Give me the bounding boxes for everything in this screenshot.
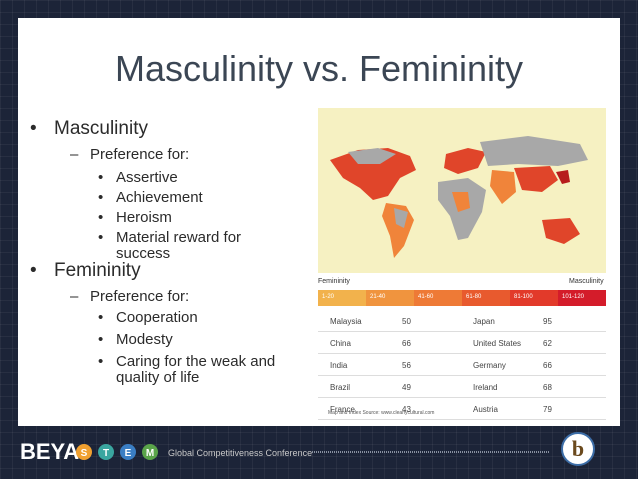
item-text: Material reward for success [116, 229, 242, 262]
item: Modesty [98, 331, 288, 349]
table-cell: Germany [473, 361, 506, 370]
table-row: India 56 Germany 66 [318, 354, 606, 376]
legend-range: 101-120 [558, 290, 606, 306]
item: Material reward for success [98, 230, 288, 262]
logo: b [572, 436, 584, 461]
table-cell: 49 [402, 383, 411, 392]
bullet-text: Masculinity [54, 118, 148, 139]
table-cell: 79 [543, 405, 552, 414]
table-row: Malaysia 50 Japan 95 [318, 310, 606, 332]
letter-badge [120, 444, 136, 460]
table-cell: Austria [473, 405, 498, 414]
letter: E [125, 448, 132, 459]
footer: BEYA S T E M Global Competitiveness Confere… [20, 432, 595, 466]
table-cell: 68 [543, 383, 552, 392]
item-text: Achievement [116, 189, 203, 206]
legend-range: 41-60 [414, 290, 462, 306]
map-shapes [330, 136, 588, 258]
legend-range-text: 81-100 [514, 294, 533, 300]
table-row: France 43 Austria 79 [318, 398, 606, 420]
bullet-text: Femininity [54, 260, 141, 281]
table-cell: 56 [402, 361, 411, 370]
table-cell: 66 [402, 339, 411, 348]
legend-range: 81-100 [510, 290, 558, 306]
letter: T [103, 448, 109, 459]
table-cell: Malaysia [330, 317, 362, 326]
slide: Masculinity vs. Femininity Masculinity Pr… [18, 18, 620, 426]
source: Map and Index Source: www.clearlycultura… [328, 410, 435, 416]
sub-bullet: Preference for: [70, 146, 189, 163]
table-cell: Japan [473, 317, 495, 326]
item: Caring for the weak and quality of life [98, 354, 288, 386]
legend-bar: 1-20 21-40 41-60 61-80 81-100 101-120 [318, 290, 606, 306]
sub-bullet-text: Preference for: [90, 288, 190, 305]
table-cell: China [330, 339, 351, 348]
world-map [318, 108, 606, 273]
table-cell: 50 [402, 317, 411, 326]
table-cell: 43 [402, 405, 411, 414]
legend-range-text: 61-80 [466, 294, 482, 300]
table-cell: Ireland [473, 383, 498, 392]
brand: BEYA [20, 439, 79, 464]
sub-bullet-text: Preference for: [90, 146, 190, 163]
table-cell: France [330, 405, 355, 414]
bullet: Femininity [30, 260, 141, 282]
letter-badge [76, 444, 92, 460]
legend-range-text: 41-60 [418, 294, 434, 300]
legend-range: 1-20 [318, 290, 366, 306]
table: Malaysia 50 Japan 95 China 66 United States 62 I… [318, 310, 606, 420]
table-cell: United States [473, 339, 522, 348]
legend-range-text: 1-20 [322, 294, 335, 300]
table-row: Brazil 49 Ireland 68 [318, 376, 606, 398]
table-cell: 66 [543, 361, 552, 370]
letter: M [146, 448, 154, 459]
item-text: Cooperation [116, 309, 198, 326]
item: Cooperation [98, 309, 288, 327]
sub-bullet: Preference for: [70, 288, 189, 305]
table-cell: Brazil [330, 383, 351, 392]
item: Assertive [98, 169, 288, 187]
item-text: Caring for the weak and quality of life [116, 353, 276, 386]
title: Masculinity vs. Femininity [114, 48, 524, 89]
letter-badge [98, 444, 114, 460]
table-row: China 66 United States 62 [318, 332, 606, 354]
conference: Global Competitiveness Conference [168, 448, 312, 458]
table-cell: 62 [543, 339, 552, 348]
legend-range-text: 101-120 [562, 294, 585, 300]
letter-badge [142, 444, 158, 460]
legend-right: Masculinity [569, 278, 604, 285]
legend-range: 21-40 [366, 290, 414, 306]
bullet: Masculinity [30, 118, 148, 140]
table-cell: 95 [543, 317, 552, 326]
legend-range-text: 21-40 [370, 294, 386, 300]
legend-range: 61-80 [462, 290, 510, 306]
item-text: Modesty [116, 331, 173, 348]
letter: S [81, 448, 88, 459]
legend-left: Femininity [318, 278, 350, 285]
item: Achievement [98, 189, 288, 207]
item: Heroism [98, 209, 288, 227]
item-text: Assertive [116, 169, 178, 186]
table-cell: India [330, 361, 348, 370]
item-text: Heroism [116, 209, 172, 226]
